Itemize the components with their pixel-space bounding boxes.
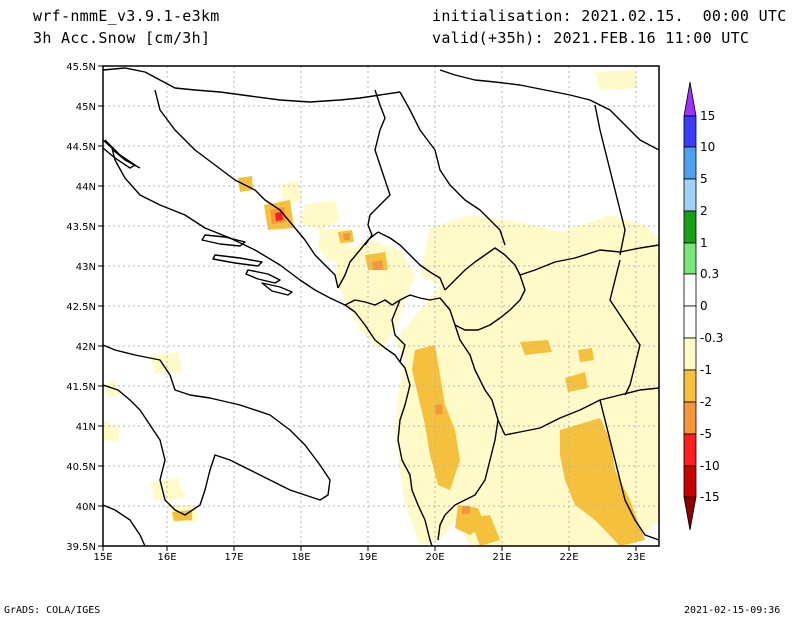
lat-label: 42N: [76, 342, 96, 353]
colorbar-swatch: [683, 433, 697, 467]
colorbar-swatch: [683, 401, 697, 435]
lat-label: 43.5N: [66, 222, 96, 233]
lon-label: 18E: [291, 552, 310, 563]
colorbar-label: 1: [700, 236, 708, 250]
colorbar-swatch: [683, 273, 697, 307]
lat-label: 41.5N: [66, 382, 96, 393]
colorbar-bottom-arrow: [683, 496, 697, 531]
coastlines-borders: [103, 67, 659, 546]
lat-label: 40N: [76, 502, 96, 513]
footer-timestamp: 2021-02-15-09:36: [684, 605, 781, 616]
colorbar-label: -0.3: [700, 331, 723, 345]
colorbar-swatch: [683, 465, 697, 498]
colorbar-label: 10: [700, 140, 715, 154]
snow-heavy-shading: [270, 207, 470, 514]
lat-label: 42.5N: [66, 302, 96, 313]
colorbar-label: 5: [700, 172, 708, 186]
axis-ticks: [98, 65, 637, 551]
lat-label: 44N: [76, 182, 96, 193]
colorbar-swatch: [683, 337, 697, 371]
lon-label: 23E: [626, 552, 645, 563]
variable-title: 3h Acc.Snow [cm/3h]: [33, 29, 211, 47]
init-time: initialisation: 2021.02.15. 00:00 UTC: [432, 7, 787, 25]
lat-label: 39.5N: [66, 542, 96, 553]
colorbar-label: -10: [700, 459, 720, 473]
lon-label: 22E: [559, 552, 578, 563]
colorbar-label: 0: [700, 299, 708, 313]
lat-label: 41N: [76, 422, 96, 433]
colorbar-swatch: [683, 210, 697, 244]
colorbar-label: 2: [700, 204, 708, 218]
colorbar-label: 15: [700, 109, 715, 123]
lon-label: 15E: [93, 552, 112, 563]
lat-label: 45.5N: [66, 62, 96, 73]
lat-label: 43N: [76, 262, 96, 273]
colorbar: 15 10 5 2 1 0.3 0 -0.3 -1 -2 -5 -10 -15: [683, 81, 723, 531]
latitude-labels: 45.5N 45N 44.5N 44N 43.5N 43N 42.5N 42N …: [66, 62, 96, 553]
lat-label: 40.5N: [66, 462, 96, 473]
graticule: [103, 66, 659, 546]
lat-label: 45N: [76, 102, 96, 113]
colorbar-swatch: [683, 146, 697, 180]
model-title: wrf-nmmE_v3.9.1-e3km: [33, 7, 220, 25]
lat-label: 44.5N: [66, 142, 96, 153]
colorbar-label: -5: [700, 427, 712, 441]
lon-label: 16E: [157, 552, 176, 563]
colorbar-top-arrow: [683, 81, 697, 117]
colorbar-swatch: [683, 305, 697, 339]
colorbar-swatch: [683, 242, 697, 275]
colorbar-swatch: [683, 178, 697, 212]
colorbar-label: -2: [700, 395, 712, 409]
lon-label: 19E: [358, 552, 377, 563]
colorbar-labels: 15 10 5 2 1 0.3 0 -0.3 -1 -2 -5 -10 -15: [700, 109, 723, 504]
lon-label: 17E: [224, 552, 243, 563]
colorbar-swatch: [683, 115, 697, 148]
lon-label: 20E: [425, 552, 444, 563]
footer-credit: GrADS: COLA/IGES: [4, 605, 101, 616]
valid-time: valid(+35h): 2021.FEB.16 11:00 UTC: [432, 29, 750, 47]
colorbar-label: -1: [700, 363, 712, 377]
longitude-labels: 15E 16E 17E 18E 19E 20E 21E 22E 23E: [93, 552, 645, 563]
colorbar-label: -15: [700, 490, 720, 504]
colorbar-swatch: [683, 369, 697, 403]
lon-label: 21E: [492, 552, 511, 563]
colorbar-label: 0.3: [700, 267, 719, 281]
